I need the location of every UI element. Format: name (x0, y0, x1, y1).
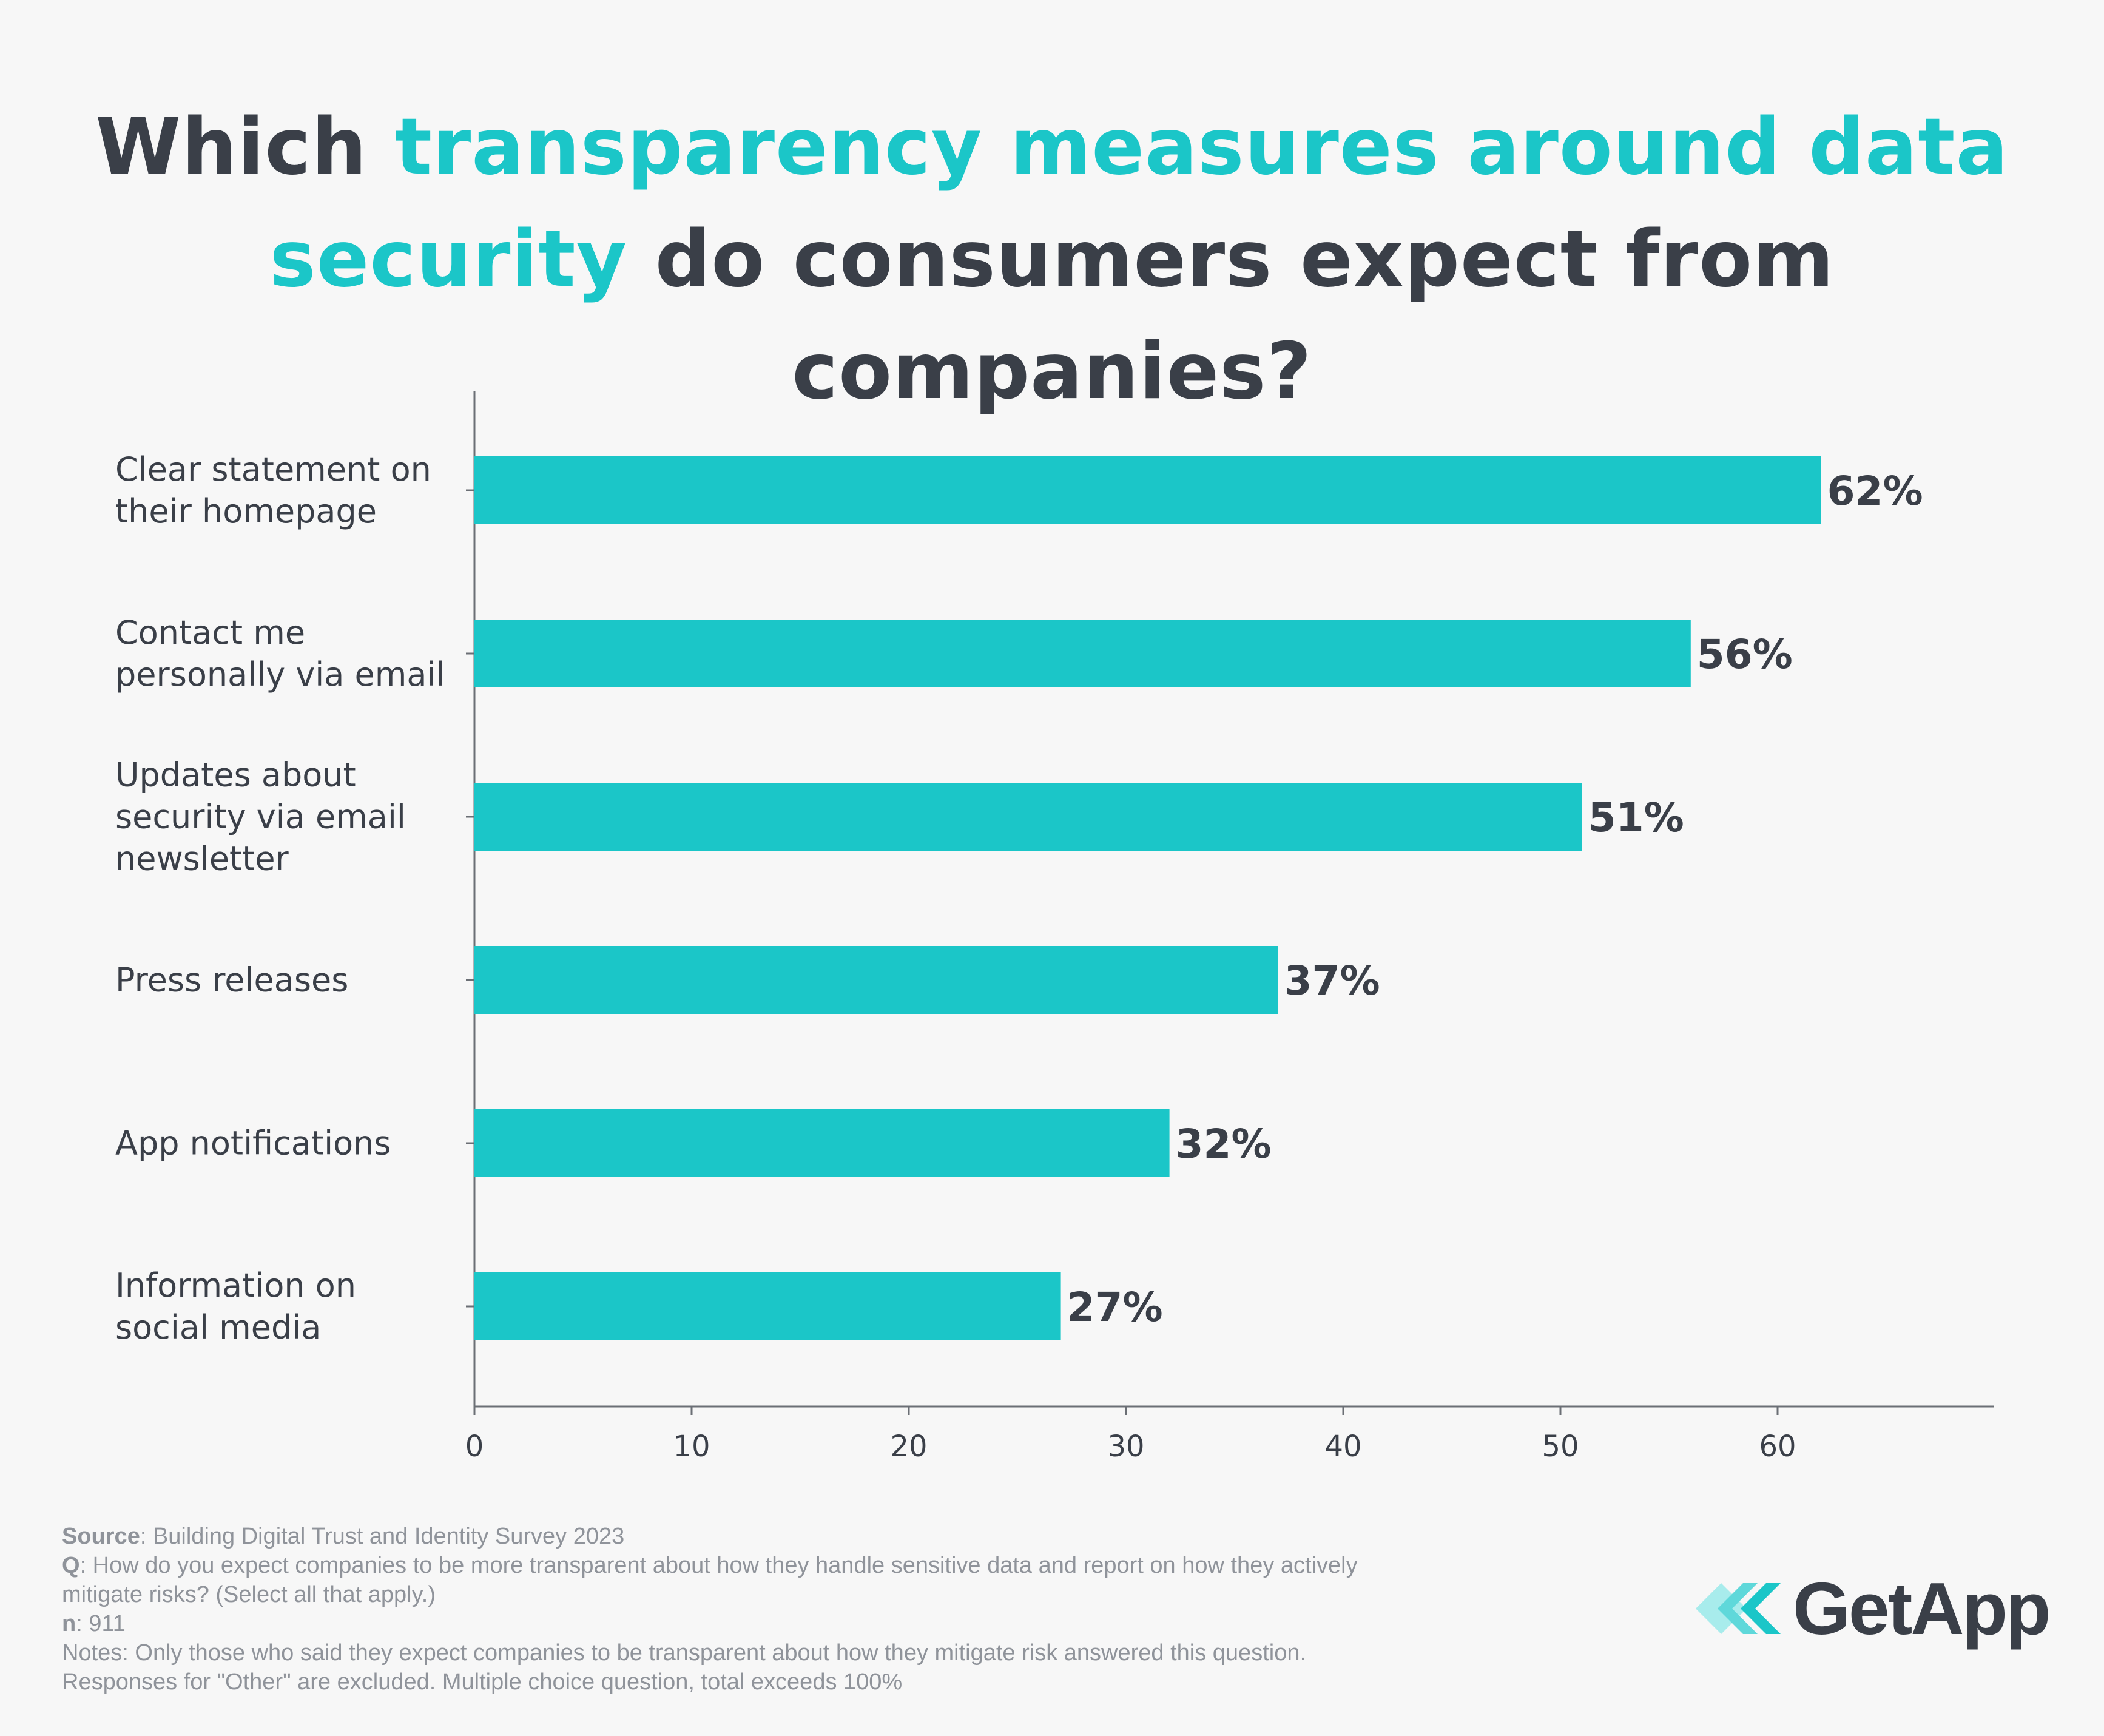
bar-chart: 0 10 20 30 40 50 60 62% 56% 51% 37% 32% 27% (465, 391, 1994, 1464)
title-highlight: transparency measures around data (394, 102, 2009, 192)
category-label-line: Clear statement on (115, 450, 431, 488)
notes-line-1: Notes: Only those who said they expect c… (62, 1640, 1307, 1666)
bar-value-label: 62% (1827, 468, 1923, 515)
category-label-line: App notifications (115, 1124, 391, 1163)
bar (474, 1272, 1061, 1340)
x-tick-label: 0 (465, 1430, 484, 1464)
getapp-logo: GetApp (1690, 1569, 2054, 1648)
x-tick-label: 20 (890, 1430, 927, 1464)
chart-title: Which transparency measures around data … (0, 91, 2104, 428)
category-label-line: Updates about (115, 755, 356, 794)
category-label: Contact me personally via email (115, 612, 455, 695)
category-label-line: Contact me (115, 613, 306, 652)
category-label: App notifications (115, 1123, 455, 1164)
x-tick-label: 10 (673, 1430, 710, 1464)
title-line-2: security do consumers expect from compan… (269, 214, 1835, 417)
category-label-line: social media (115, 1308, 322, 1346)
category-label-line: Press releases (115, 961, 349, 999)
question-line: Q: How do you expect companies to be mor… (62, 1553, 1358, 1578)
category-label: Press releases (115, 959, 455, 1001)
source-line: Source: Building Digital Trust and Ident… (62, 1524, 625, 1549)
bar (474, 456, 1821, 524)
question-line-2: mitigate risks? (Select all that apply.) (62, 1582, 436, 1607)
category-label-line: Information on (115, 1266, 357, 1305)
getapp-wordmark: GetApp (1793, 1567, 2051, 1650)
category-label: Clear statement on their homepage (115, 448, 455, 532)
bar (474, 946, 1278, 1014)
category-label: Information on social media (115, 1265, 455, 1348)
bar (474, 1109, 1170, 1177)
bar-value-label: 56% (1697, 631, 1793, 678)
bar-value-label: 27% (1067, 1284, 1163, 1331)
bar (474, 783, 1582, 851)
x-tick-label: 60 (1759, 1430, 1796, 1464)
notes-line-2: Responses for "Other" are excluded. Mult… (62, 1669, 903, 1695)
bar-value-label: 32% (1176, 1121, 1272, 1167)
x-tick-label: 50 (1542, 1430, 1579, 1464)
bar (474, 620, 1691, 687)
sample-size-line: n: 911 (62, 1611, 126, 1636)
bar-value-label: 37% (1284, 958, 1380, 1004)
title-highlight: security (269, 214, 628, 305)
bar-value-label: 51% (1588, 794, 1684, 841)
title-line-1: Which transparency measures around data (95, 102, 2009, 192)
category-label: Updates about security via email newslette… (115, 754, 455, 880)
category-label-line: newsletter (115, 839, 289, 878)
category-label-line: personally via email (115, 655, 445, 694)
x-tick-label: 40 (1324, 1430, 1361, 1464)
category-label-line: their homepage (115, 492, 377, 530)
getapp-chevrons-icon (1696, 1583, 1781, 1634)
footer-notes: Source: Building Digital Trust and Ident… (62, 1522, 1579, 1697)
x-tick-label: 30 (1107, 1430, 1144, 1464)
category-label-line: security via email (115, 797, 406, 836)
